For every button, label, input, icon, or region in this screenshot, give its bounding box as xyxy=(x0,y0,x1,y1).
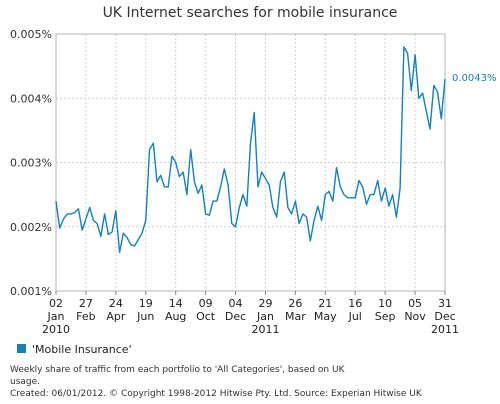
x-tick-month: May xyxy=(314,310,337,323)
x-tick-day: 26 xyxy=(288,297,302,310)
x-tick-month: Jun xyxy=(136,310,154,323)
x-tick-year: 2010 xyxy=(42,323,70,336)
series-layer xyxy=(55,46,446,254)
x-tick-day: 04 xyxy=(229,297,243,310)
series-end-label: 0.0043% xyxy=(452,73,497,84)
x-tick-day: 10 xyxy=(378,297,392,310)
x-tick-month: Mar xyxy=(285,310,306,323)
x-tick-month: Apr xyxy=(106,310,126,323)
x-tick-month: Nov xyxy=(404,310,426,323)
legend: 'Mobile Insurance' xyxy=(17,343,132,356)
y-tick-label: 0.004% xyxy=(10,92,52,105)
x-axis: 02Jan201027Feb24Apr19Jun14Aug09Oct04Dec2… xyxy=(42,291,459,336)
x-tick-day: 19 xyxy=(139,297,153,310)
x-tick-day: 31 xyxy=(438,297,452,310)
x-tick-year: 2011 xyxy=(431,323,459,336)
x-tick-month: Jan xyxy=(256,310,274,323)
x-tick-month: Jan xyxy=(47,310,65,323)
x-tick-day: 09 xyxy=(199,297,213,310)
x-tick-day: 14 xyxy=(169,297,183,310)
legend-swatch xyxy=(17,344,26,353)
y-axis: 0.005% 0.004% 0.003% 0.002% 0.001% xyxy=(10,28,52,298)
x-tick-month: Dec xyxy=(225,310,246,323)
footnote: Weekly share of traffic from each portfo… xyxy=(10,365,423,399)
legend-label: 'Mobile Insurance' xyxy=(32,343,132,356)
grid xyxy=(55,33,446,292)
plot-frame xyxy=(55,33,446,292)
x-tick-month: Oct xyxy=(196,310,216,323)
x-tick-day: 21 xyxy=(318,297,332,310)
x-tick-day: 05 xyxy=(408,297,422,310)
x-tick-month: Aug xyxy=(165,310,186,323)
y-tick-label: 0.002% xyxy=(10,221,52,234)
series-line-mobile-insurance xyxy=(55,46,446,254)
y-tick-label: 0.003% xyxy=(10,157,52,170)
y-tick-label: 0.005% xyxy=(10,28,52,41)
footnote-line-1: Weekly share of traffic from each portfo… xyxy=(10,365,346,375)
x-tick-month: Feb xyxy=(76,310,95,323)
x-tick-month: Dec xyxy=(434,310,455,323)
x-tick-month: Jul xyxy=(348,310,362,323)
chart-title: UK Internet searches for mobile insuranc… xyxy=(103,5,398,21)
x-tick-day: 29 xyxy=(258,297,272,310)
x-tick-year: 2011 xyxy=(251,323,279,336)
y-tick-label: 0.001% xyxy=(10,285,52,298)
x-tick-day: 24 xyxy=(109,297,123,310)
x-tick-day: 27 xyxy=(79,297,93,310)
x-tick-day: 02 xyxy=(49,297,63,310)
x-tick-day: 16 xyxy=(348,297,362,310)
footnote-line-2: usage. xyxy=(10,377,40,387)
footnote-line-3: Created: 06/01/2012. © Copyright 1998-20… xyxy=(10,389,423,399)
x-tick-month: Sep xyxy=(375,310,396,323)
